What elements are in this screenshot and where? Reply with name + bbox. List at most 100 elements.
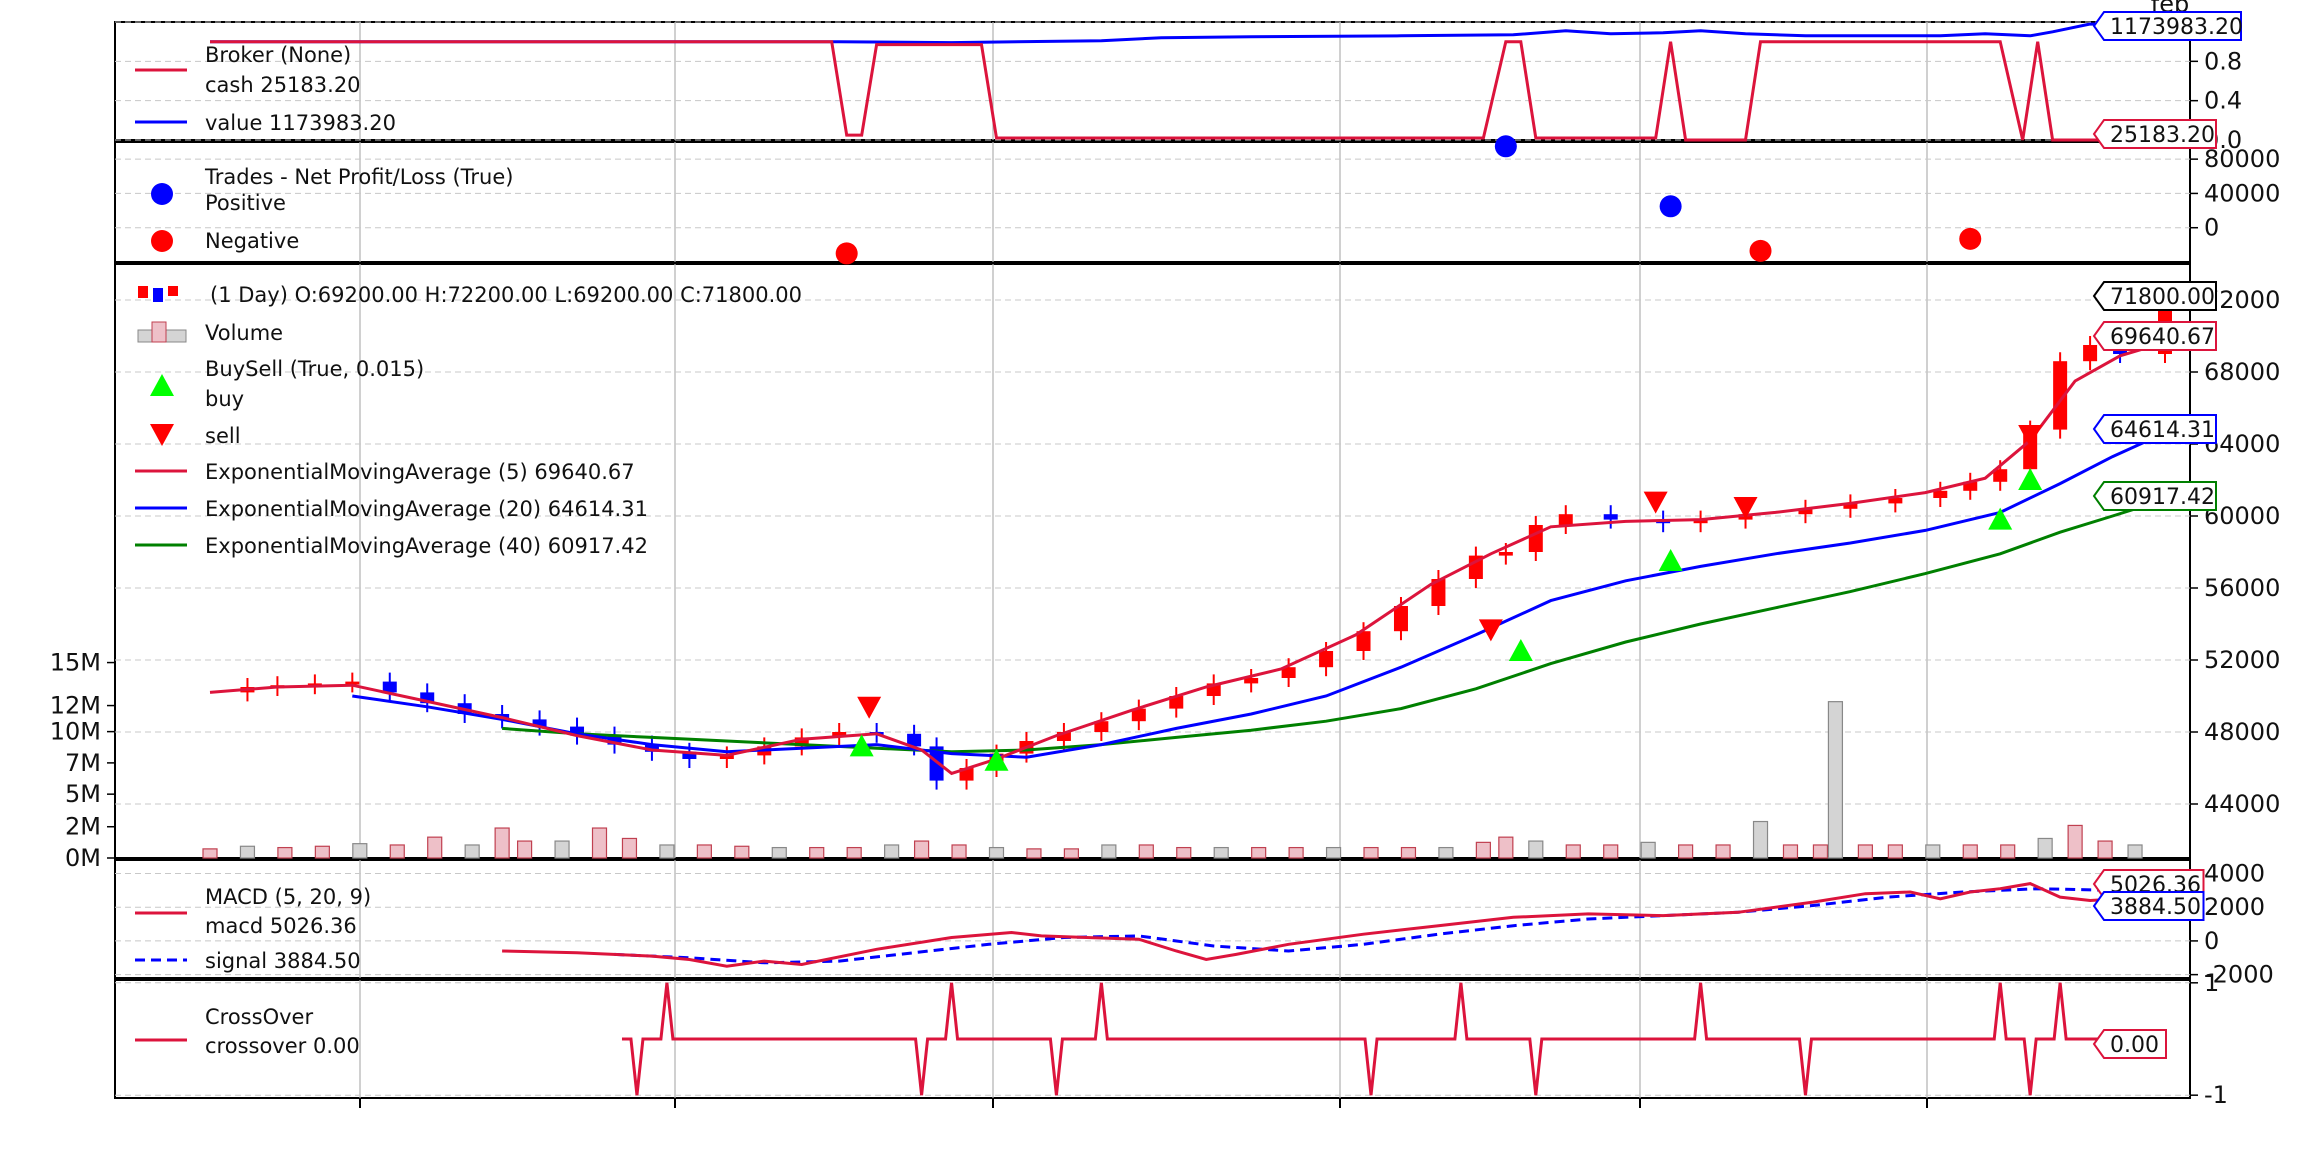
- candle-body-31: [1319, 651, 1334, 668]
- broker-title: Broker (None): [205, 43, 351, 67]
- candle-body-5: [382, 681, 397, 693]
- trades-positive-label: Positive: [205, 191, 286, 215]
- volume-bar-5: [389, 844, 405, 859]
- candle-body-12: [644, 744, 659, 752]
- buy-marker-4: [1988, 507, 2013, 530]
- volume-bar-3: [314, 845, 330, 859]
- volume-bar-43: [1752, 820, 1769, 859]
- volume-bar-31: [1325, 846, 1342, 859]
- volume-bar-2: [277, 846, 293, 859]
- candle-body-39: [1603, 514, 1618, 520]
- candle-body-38: [1558, 514, 1573, 525]
- ema20-tag: 64614.31: [2110, 418, 2215, 443]
- sell-marker-4: [2018, 425, 2043, 447]
- vol-ytick-6: 0M: [65, 844, 101, 872]
- price-ytick-2: 68000: [2204, 358, 2280, 386]
- volume-bar-42: [1715, 844, 1731, 859]
- candle-body-30: [1281, 667, 1296, 678]
- candle-body-48: [1993, 469, 2008, 482]
- panel-frame-trades: [114, 141, 2191, 263]
- candle-body-51: [2083, 345, 2098, 362]
- volume-bar-25: [1101, 844, 1117, 859]
- volume-bar-33: [1400, 846, 1417, 859]
- broker-value-label: value 1173983.20: [205, 111, 396, 135]
- vol-ytick-0: 15M: [50, 649, 101, 677]
- broker-cash-line: [210, 40, 2165, 142]
- volume-bar-16: [771, 846, 787, 859]
- candle-body-46: [1933, 490, 1948, 498]
- volume-bar-26: [1138, 844, 1154, 859]
- sell-marker-2: [1643, 491, 1668, 514]
- candle-body-6: [420, 692, 435, 704]
- ema40-tag: 60917.42: [2110, 485, 2215, 510]
- volume-bar-20: [913, 840, 930, 859]
- cross-ytick-1: 1: [2204, 969, 2219, 997]
- volume-bar-4: [352, 843, 368, 859]
- broker-cash-tag-box: [2092, 119, 2217, 149]
- candle-body-26: [1131, 708, 1146, 722]
- volume-bar-41: [1678, 844, 1694, 859]
- sell-label: sell: [205, 424, 241, 448]
- trades-negative-label: Negative: [205, 229, 299, 253]
- price-ytick-8: 44000: [2204, 790, 2280, 818]
- volume-bar-53: [2067, 824, 2083, 859]
- volume-bar-27: [1176, 846, 1192, 859]
- candle-body-27: [1169, 696, 1184, 709]
- trade-negative-marker-0: [835, 242, 858, 265]
- trade-negative-marker-2: [1959, 227, 1982, 250]
- broker-ytick-3: 0.4: [2204, 87, 2242, 115]
- sell-marker-1: [1478, 619, 1503, 642]
- sell-marker-0: [857, 696, 882, 719]
- buy-marker-2: [1508, 639, 1533, 661]
- cross-ytick-2: -1: [2204, 1081, 2228, 1109]
- volume-bar-39: [1603, 844, 1619, 859]
- crossover-title: CrossOver: [205, 1005, 313, 1029]
- sell-legend-marker: [150, 424, 174, 446]
- candle-body-16: [794, 737, 809, 747]
- macd-ytick-3: 0: [2204, 927, 2219, 955]
- ema20-line: [352, 431, 2166, 759]
- macd-signal-label: signal 3884.50: [205, 949, 361, 973]
- macd-ytick-4: -2000: [2204, 961, 2274, 989]
- broker-ytick-2: 0.8: [2204, 47, 2242, 75]
- panel-frame-macd: [114, 859, 2191, 979]
- ema5-line: [209, 341, 2166, 776]
- volume-bar-19: [884, 844, 900, 859]
- candle-body-44: [1843, 503, 1858, 509]
- macd-ytick-1: 4000: [2204, 859, 2265, 887]
- volume-bar-32: [1363, 846, 1379, 859]
- buy-legend-marker: [150, 374, 174, 396]
- volume-bar-22: [988, 846, 1005, 859]
- volume-bar-21: [951, 844, 967, 859]
- price-ytick-7: 48000: [2204, 718, 2280, 746]
- volume-bar-55: [2127, 844, 2143, 859]
- candle-body-10: [570, 726, 585, 736]
- broker-value-tag-box: [2092, 11, 2242, 41]
- panel-frame-price: [114, 263, 2191, 859]
- volume-bar-52: [2037, 837, 2053, 859]
- trade-positive-marker-0: [1494, 135, 1517, 158]
- trades-title: Trades - Net Profit/Loss (True): [204, 165, 513, 189]
- volume-bar-47: [1857, 844, 1873, 859]
- candle-body-17: [832, 732, 847, 738]
- volume-bar-50: [1962, 844, 1978, 859]
- candle-body-41: [1693, 519, 1708, 524]
- candle-body-4: [345, 681, 360, 685]
- candle-body-32: [1356, 631, 1371, 651]
- volume-bar-15: [734, 845, 750, 859]
- candle-body-43: [1798, 508, 1813, 515]
- candle-body-25: [1094, 721, 1109, 732]
- crossover-value-label: crossover 0.00: [205, 1034, 360, 1058]
- volume-bar-10: [554, 840, 570, 859]
- candle-body-14: [719, 755, 734, 759]
- macd-signal-tag-box: [2092, 891, 2205, 921]
- ema40-line: [501, 498, 2166, 754]
- candle-body-36: [1498, 552, 1513, 556]
- ema40-label: ExponentialMovingAverage (40) 60917.42: [205, 534, 648, 558]
- ohlc-legend-icon-down: [153, 288, 163, 302]
- broker-value-tag: 1173983.20: [2110, 15, 2243, 40]
- vol-ytick-5: 2M: [65, 813, 101, 841]
- candle-body-19: [907, 733, 922, 747]
- volume-bar-8: [494, 827, 510, 859]
